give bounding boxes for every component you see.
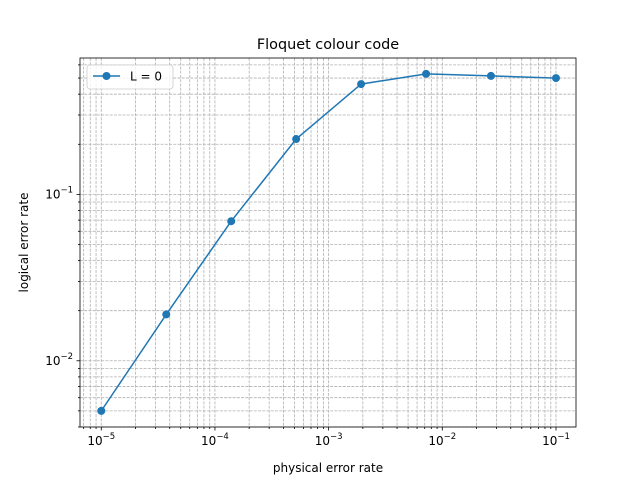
data-point — [551, 74, 560, 83]
y-tick-label: 10−1 — [45, 185, 73, 201]
x-tick-label: 10−3 — [315, 432, 343, 448]
plot-frame — [79, 57, 577, 428]
data-point — [97, 406, 106, 415]
data-point — [422, 69, 431, 78]
grid — [80, 58, 576, 428]
legend-marker — [102, 72, 111, 80]
data-point — [292, 135, 301, 144]
chart-title: Floquet colour code — [257, 37, 399, 53]
data-point — [486, 71, 495, 80]
data-point — [357, 80, 366, 89]
data-point — [227, 217, 236, 226]
data-point — [162, 310, 171, 319]
legend-box — [86, 64, 174, 90]
legend: L = 0 — [86, 64, 174, 90]
x-axis-label: physical error rate — [273, 461, 383, 475]
x-tick-label: 10−2 — [428, 432, 456, 448]
y-tick-label: 10−2 — [45, 352, 73, 368]
x-tick-label: 10−1 — [542, 432, 570, 448]
series-layer — [97, 69, 560, 415]
legend-label: L = 0 — [130, 70, 162, 84]
y-axis-label: logical error rate — [17, 193, 31, 293]
series-line — [100, 73, 557, 412]
x-tick-label: 10−5 — [87, 432, 115, 448]
ticks: 10−5 10−4 10−3 10−2 10−1 10−2 10−1 — [45, 64, 570, 448]
x-tick-label: 10−4 — [201, 432, 229, 448]
